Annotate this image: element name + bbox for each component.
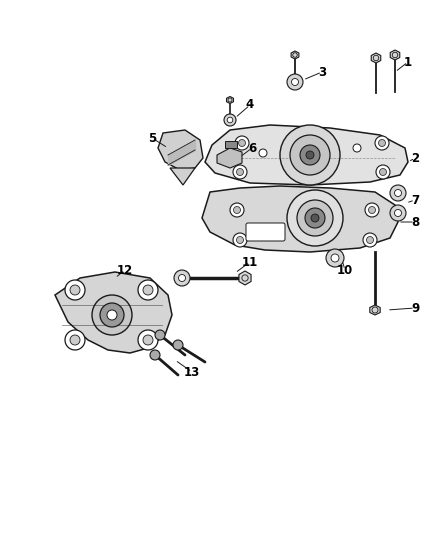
Polygon shape xyxy=(371,53,381,63)
Circle shape xyxy=(237,168,244,175)
Text: 3: 3 xyxy=(318,66,326,78)
Circle shape xyxy=(390,185,406,201)
Polygon shape xyxy=(239,271,251,285)
Polygon shape xyxy=(225,141,237,148)
Circle shape xyxy=(92,295,132,335)
Circle shape xyxy=(150,350,160,360)
Circle shape xyxy=(65,280,85,300)
Circle shape xyxy=(70,335,80,345)
Text: 8: 8 xyxy=(411,215,419,229)
Circle shape xyxy=(107,310,117,320)
Circle shape xyxy=(378,140,385,147)
Circle shape xyxy=(311,214,319,222)
Circle shape xyxy=(305,208,325,228)
Circle shape xyxy=(173,340,183,350)
Text: 11: 11 xyxy=(242,255,258,269)
Polygon shape xyxy=(55,272,172,353)
Circle shape xyxy=(306,151,314,159)
Circle shape xyxy=(143,335,153,345)
Circle shape xyxy=(233,233,247,247)
Circle shape xyxy=(353,144,361,152)
Circle shape xyxy=(138,330,158,350)
Circle shape xyxy=(367,237,374,244)
Circle shape xyxy=(100,303,124,327)
Circle shape xyxy=(233,206,240,214)
Text: 4: 4 xyxy=(246,99,254,111)
Circle shape xyxy=(227,117,233,123)
Circle shape xyxy=(155,330,165,340)
Circle shape xyxy=(138,280,158,300)
Polygon shape xyxy=(390,50,400,60)
Circle shape xyxy=(368,206,375,214)
Text: 6: 6 xyxy=(248,141,256,155)
Polygon shape xyxy=(202,186,398,252)
Circle shape xyxy=(174,270,190,286)
Polygon shape xyxy=(170,168,195,185)
Circle shape xyxy=(326,249,344,267)
Circle shape xyxy=(259,149,267,157)
Text: 10: 10 xyxy=(337,263,353,277)
Circle shape xyxy=(224,114,236,126)
Circle shape xyxy=(379,168,386,175)
Circle shape xyxy=(287,74,303,90)
Circle shape xyxy=(280,125,340,185)
Text: 13: 13 xyxy=(184,366,200,378)
Circle shape xyxy=(239,140,246,147)
Circle shape xyxy=(70,285,80,295)
Circle shape xyxy=(395,190,402,197)
Circle shape xyxy=(331,254,339,262)
Text: 1: 1 xyxy=(404,55,412,69)
Circle shape xyxy=(365,203,379,217)
Circle shape xyxy=(292,78,299,85)
Circle shape xyxy=(237,237,244,244)
Polygon shape xyxy=(226,96,233,103)
Circle shape xyxy=(376,165,390,179)
Circle shape xyxy=(65,330,85,350)
Circle shape xyxy=(230,203,244,217)
Circle shape xyxy=(363,233,377,247)
Polygon shape xyxy=(205,125,408,185)
Circle shape xyxy=(395,209,402,216)
Circle shape xyxy=(233,165,247,179)
Circle shape xyxy=(390,205,406,221)
Circle shape xyxy=(287,190,343,246)
Polygon shape xyxy=(158,130,203,170)
Circle shape xyxy=(297,200,333,236)
Circle shape xyxy=(300,145,320,165)
Circle shape xyxy=(375,136,389,150)
Polygon shape xyxy=(291,51,299,59)
FancyBboxPatch shape xyxy=(246,223,285,241)
Text: 5: 5 xyxy=(148,132,156,144)
Text: 12: 12 xyxy=(117,263,133,277)
Circle shape xyxy=(179,274,186,281)
Polygon shape xyxy=(370,305,380,315)
Circle shape xyxy=(235,136,249,150)
Polygon shape xyxy=(217,148,242,168)
Circle shape xyxy=(143,285,153,295)
Text: 2: 2 xyxy=(411,151,419,165)
Text: 7: 7 xyxy=(411,193,419,206)
Text: 9: 9 xyxy=(411,302,419,314)
Circle shape xyxy=(290,135,330,175)
